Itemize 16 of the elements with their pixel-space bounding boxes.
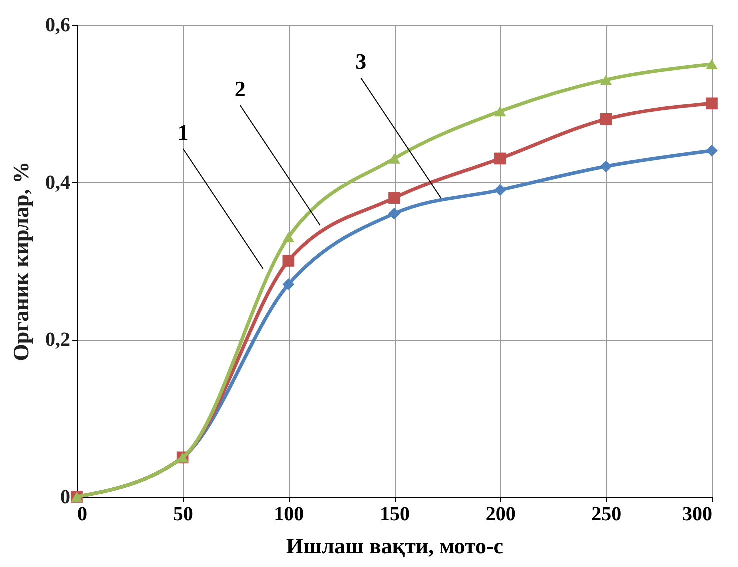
annotation: 1 bbox=[178, 120, 189, 145]
x-tick-label: 0 bbox=[78, 504, 88, 526]
y-tick-label: 0,2 bbox=[46, 329, 70, 352]
x-tick-label: 250 bbox=[592, 504, 622, 526]
annotation: 2 bbox=[234, 76, 246, 102]
annotation: 3 bbox=[356, 49, 367, 74]
x-tick-label: 50 bbox=[173, 504, 194, 526]
x-tick-label: 200 bbox=[486, 504, 516, 526]
y-tick-label: 0,4 bbox=[46, 172, 70, 194]
x-tick-label: 300 bbox=[682, 504, 712, 526]
x-tick-label: 150 bbox=[380, 504, 410, 526]
y-axis-title: Органик кирлар, % bbox=[8, 162, 34, 362]
y-tick-label: 0,6 bbox=[46, 14, 70, 36]
y-tick-label: 0 bbox=[60, 486, 70, 508]
x-axis-title: Ишлаш вақти, мото-с bbox=[286, 534, 504, 558]
x-tick-label: 100 bbox=[274, 504, 304, 526]
